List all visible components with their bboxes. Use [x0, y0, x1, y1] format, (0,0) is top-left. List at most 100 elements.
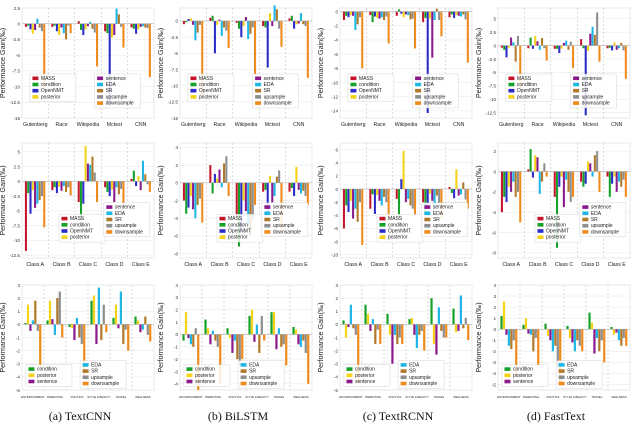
y-tick-label: -6	[334, 52, 339, 57]
bar-downsample-style-beauty	[581, 329, 584, 352]
bar-condition-class-d	[106, 181, 109, 192]
bar-sentence-wellness	[297, 334, 300, 345]
y-tick-label: -10	[331, 80, 338, 85]
bar-posterior-parenting	[206, 328, 210, 335]
legend-label-mass: MASS	[228, 216, 243, 222]
bar-posterior-race	[376, 11, 379, 18]
bar-sr-class-e	[620, 171, 623, 187]
bar-opennmt-gutenberg	[347, 11, 350, 18]
bar-downsample-wikipedia	[96, 23, 99, 67]
y-tick-label: 6	[335, 147, 338, 152]
bar-sr-class-e	[302, 182, 305, 191]
bar-opennmt-wikipedia	[82, 23, 85, 36]
legend-swatch-mass	[219, 216, 226, 221]
bar-upsample-wellness	[146, 324, 149, 335]
bar-sentence-politics	[549, 329, 552, 341]
y-tick-label: -4	[174, 382, 179, 387]
bar-eda-style-beauty	[97, 287, 100, 325]
bar-downsample-race	[69, 23, 72, 34]
legend-swatch-downsample	[106, 230, 113, 234]
legend-label-condition: condition	[388, 222, 408, 228]
legend-label-posterior: posterior	[228, 235, 248, 241]
bar-eda-entertainment	[349, 304, 352, 325]
bar-sr-gutenberg	[356, 11, 359, 25]
bar-upsample-class-d	[120, 181, 123, 189]
bar-condition-class-c	[397, 189, 401, 219]
bar-sr-parenting	[374, 324, 377, 345]
bar-sentence-class-a	[192, 182, 195, 210]
caption-textcnn: (a) TextCNN	[48, 409, 112, 423]
x-tick-label-class-e: Class E	[132, 262, 150, 268]
bar-eda-class-b	[538, 171, 541, 194]
legend-swatch-downsample	[82, 381, 89, 386]
bar-condition-cnn	[450, 11, 453, 15]
bar-posterior-style-beauty	[250, 309, 254, 335]
bar-opennmt-cnn	[453, 11, 456, 18]
bar-downsample-wikipedia	[414, 11, 417, 49]
y-tick-label: 1	[175, 320, 178, 325]
y-tick-label: 0	[175, 332, 178, 337]
legend-label-upsample: upsample	[582, 94, 604, 100]
bar-downsample-parenting	[219, 334, 222, 384]
legend-label-posterior: posterior	[70, 235, 90, 241]
bar-upsample-class-c	[251, 182, 254, 220]
bar-mass-cnn	[130, 23, 133, 28]
bar-condition-politics	[68, 324, 71, 327]
bar-sr-style-beauty	[100, 324, 103, 341]
bar-condition-parenting	[364, 304, 367, 325]
bar-mass-mctest	[262, 20, 265, 27]
bar-opennmt-class-d	[266, 182, 269, 214]
bar-upsample-race	[543, 45, 546, 49]
bar-sentence-wellness	[457, 324, 460, 331]
bar-condition-class-a	[345, 189, 348, 206]
legend-label-mass: MASS	[359, 76, 374, 82]
bar-downsample-class-c	[414, 189, 417, 216]
chart-textcnn-topic: -5 -4 -3 -2 -1 0 1 2 3 Performance Gain(‰) ENTERTA…	[0, 283, 155, 399]
bar-eda-mctest	[433, 11, 436, 21]
bar-downsample-class-b	[545, 171, 548, 177]
bar-sentence-cnn	[297, 20, 300, 24]
y-tick-label: 4	[493, 283, 496, 288]
bar-mass-gutenberg	[500, 45, 503, 48]
legend-label-condition: condition	[195, 367, 215, 373]
x-tick-label-class-a: Class A	[26, 262, 44, 268]
x-tick-label-cnn: CNN	[611, 122, 622, 128]
bar-eda-class-d	[115, 181, 118, 188]
bar-posterior-mctest	[428, 11, 432, 19]
bar-upsample-mctest	[278, 20, 281, 29]
bar-condition-wellness	[452, 308, 455, 325]
bar-posterior-style-beauty	[410, 317, 414, 325]
legend-swatch-upsample	[415, 95, 422, 99]
legend-swatch-posterior	[61, 235, 68, 239]
y-tick-label: -10	[13, 238, 20, 243]
y-tick-label: -4	[334, 375, 339, 380]
legend-label-opennmt: OpenNMT	[388, 229, 411, 235]
bar-upsample-travel	[442, 324, 445, 338]
bar-opennmt-class-c	[82, 181, 85, 204]
bar-upsample-wikipedia	[251, 20, 254, 28]
bar-sentence-parenting	[51, 319, 54, 325]
legend-label-condition: condition	[546, 222, 566, 228]
y-tick-label: -6	[174, 234, 179, 239]
bar-upsample-wellness	[464, 317, 467, 325]
legend-swatch-eda	[82, 363, 89, 367]
bar-condition-wellness	[610, 327, 613, 330]
legend-swatch-eda	[424, 211, 431, 216]
y-tick-label: 1	[335, 309, 338, 314]
bar-posterior-cnn	[295, 20, 298, 25]
bar-downsample-mctest	[122, 23, 125, 48]
bar-condition-class-d	[424, 189, 427, 216]
bar-eda-wellness	[299, 334, 302, 347]
bar-sentence-class-c	[404, 189, 407, 203]
legend-label-eda: EDA	[567, 362, 578, 368]
x-tick-label-class-d: Class D	[581, 262, 599, 268]
bar-sr-wellness	[144, 316, 147, 325]
y-tick-label: 0	[175, 181, 178, 186]
legend-label-mass: MASS	[517, 76, 532, 82]
bar-sentence-mctest	[589, 33, 592, 46]
bar-downsample-style-beauty	[423, 324, 426, 351]
bar-eda-wellness	[617, 329, 620, 341]
bar-sr-travel	[598, 329, 601, 352]
bar-sr-style-beauty	[258, 334, 261, 353]
bar-posterior-gutenberg	[31, 23, 34, 34]
